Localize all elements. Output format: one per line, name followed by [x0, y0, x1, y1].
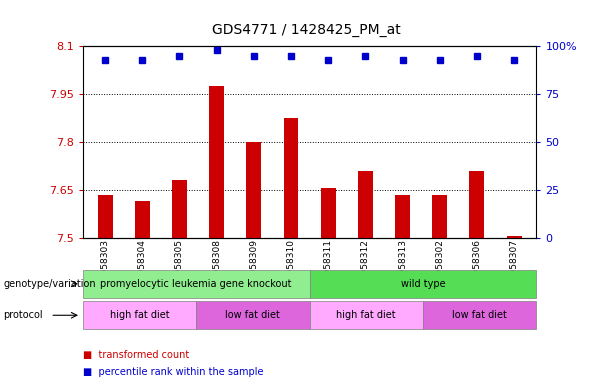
Text: promyelocytic leukemia gene knockout: promyelocytic leukemia gene knockout [101, 279, 292, 289]
Text: low fat diet: low fat diet [452, 310, 507, 320]
Bar [321, 189, 335, 238]
Bar [395, 195, 410, 238]
Text: ■  percentile rank within the sample: ■ percentile rank within the sample [83, 367, 263, 377]
Bar [506, 237, 522, 238]
Bar [135, 201, 150, 238]
Text: low fat diet: low fat diet [226, 310, 280, 320]
Bar [358, 171, 373, 238]
Text: genotype/variation: genotype/variation [3, 279, 96, 289]
Text: high fat diet: high fat diet [337, 310, 396, 320]
Bar [246, 142, 261, 238]
Text: wild type: wild type [401, 279, 445, 289]
Bar [209, 86, 224, 238]
Bar [432, 195, 447, 238]
Bar [172, 180, 187, 238]
Text: GDS4771 / 1428425_PM_at: GDS4771 / 1428425_PM_at [212, 23, 401, 37]
Text: ■  transformed count: ■ transformed count [83, 350, 189, 360]
Bar [470, 171, 484, 238]
Text: protocol: protocol [3, 310, 43, 320]
Bar [284, 118, 299, 238]
Bar [97, 195, 113, 238]
Text: high fat diet: high fat diet [110, 310, 169, 320]
